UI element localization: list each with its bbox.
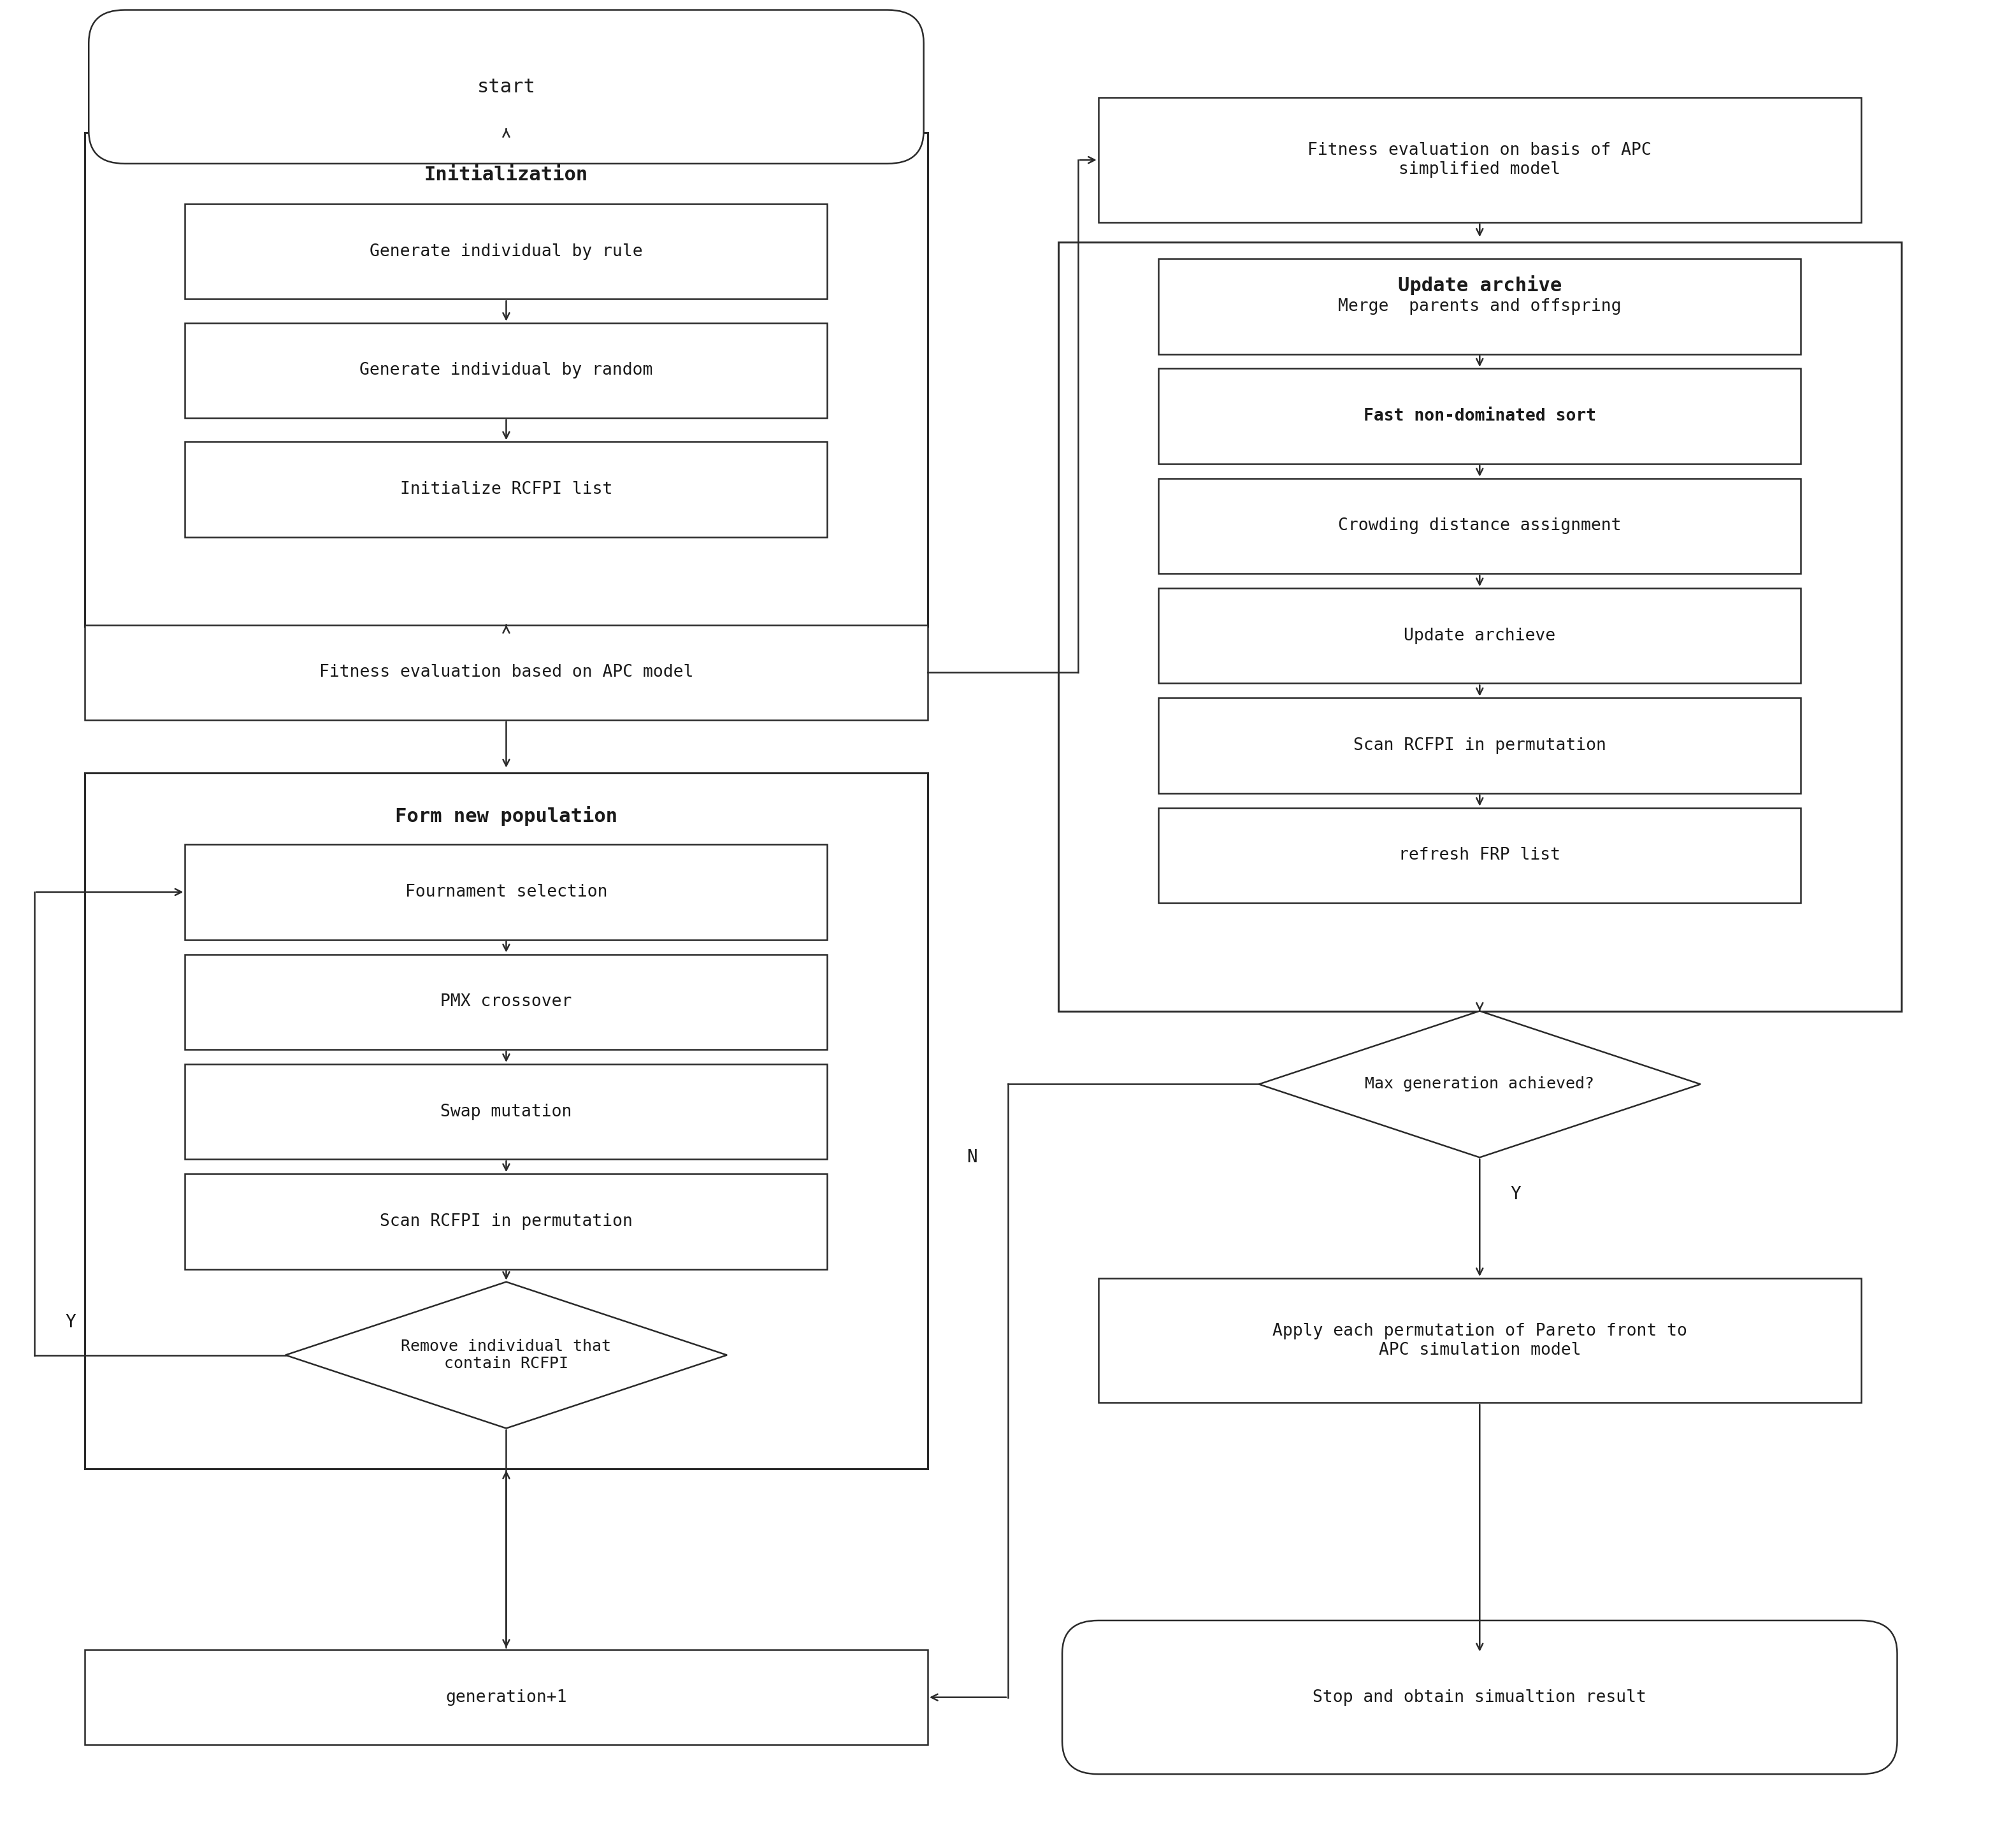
Text: Apply each permutation of Pareto front to
APC simulation model: Apply each permutation of Pareto front t… [1272, 1322, 1687, 1359]
Text: Generate individual by random: Generate individual by random [359, 362, 653, 379]
Text: Swap mutation: Swap mutation [439, 1103, 573, 1120]
Text: Update archieve: Update archieve [1403, 627, 1556, 644]
Text: Fitness evaluation based on APC model: Fitness evaluation based on APC model [319, 664, 694, 680]
Text: generation+1: generation+1 [446, 1688, 566, 1705]
FancyBboxPatch shape [185, 324, 827, 417]
FancyBboxPatch shape [1099, 97, 1861, 223]
FancyBboxPatch shape [1159, 478, 1800, 574]
Text: Update archive: Update archive [1397, 276, 1562, 294]
Text: Fournament selection: Fournament selection [405, 885, 607, 901]
FancyBboxPatch shape [185, 1065, 827, 1159]
FancyBboxPatch shape [89, 9, 923, 164]
FancyBboxPatch shape [1058, 243, 1901, 1011]
FancyBboxPatch shape [85, 132, 927, 627]
FancyBboxPatch shape [1159, 699, 1800, 793]
FancyBboxPatch shape [185, 844, 827, 940]
FancyBboxPatch shape [185, 204, 827, 300]
FancyBboxPatch shape [85, 772, 927, 1469]
Text: Fitness evaluation on basis of APC
simplified model: Fitness evaluation on basis of APC simpl… [1308, 142, 1651, 178]
FancyBboxPatch shape [1159, 259, 1800, 353]
Text: Y: Y [1510, 1184, 1522, 1203]
Text: PMX crossover: PMX crossover [439, 993, 573, 1010]
FancyBboxPatch shape [85, 1650, 927, 1745]
FancyBboxPatch shape [185, 441, 827, 537]
Polygon shape [286, 1282, 728, 1429]
Text: Initialize RCFPI list: Initialize RCFPI list [399, 482, 613, 498]
FancyBboxPatch shape [85, 625, 927, 721]
Text: Initialization: Initialization [423, 166, 589, 184]
Text: Scan RCFPI in permutation: Scan RCFPI in permutation [1353, 737, 1607, 754]
Polygon shape [1258, 1011, 1699, 1157]
FancyBboxPatch shape [1159, 807, 1800, 903]
Text: Max generation achieved?: Max generation achieved? [1365, 1076, 1595, 1092]
Text: Form new population: Form new population [395, 805, 617, 826]
FancyBboxPatch shape [1159, 368, 1800, 463]
Text: Generate individual by rule: Generate individual by rule [369, 243, 643, 259]
Text: Fast non-dominated sort: Fast non-dominated sort [1363, 408, 1597, 425]
FancyBboxPatch shape [185, 954, 827, 1050]
Text: Scan RCFPI in permutation: Scan RCFPI in permutation [379, 1214, 633, 1230]
FancyBboxPatch shape [185, 1173, 827, 1269]
FancyBboxPatch shape [1159, 588, 1800, 684]
Text: Merge  parents and offspring: Merge parents and offspring [1339, 298, 1621, 314]
Text: Stop and obtain simualtion result: Stop and obtain simualtion result [1312, 1688, 1647, 1705]
Text: Crowding distance assignment: Crowding distance assignment [1339, 519, 1621, 535]
Text: Remove individual that
contain RCFPI: Remove individual that contain RCFPI [401, 1339, 611, 1372]
Text: Y: Y [65, 1313, 77, 1331]
FancyBboxPatch shape [1062, 1620, 1897, 1775]
FancyBboxPatch shape [1099, 1278, 1861, 1403]
Text: start: start [478, 77, 536, 96]
Text: refresh FRP list: refresh FRP list [1399, 848, 1560, 864]
Text: N: N [966, 1149, 978, 1166]
